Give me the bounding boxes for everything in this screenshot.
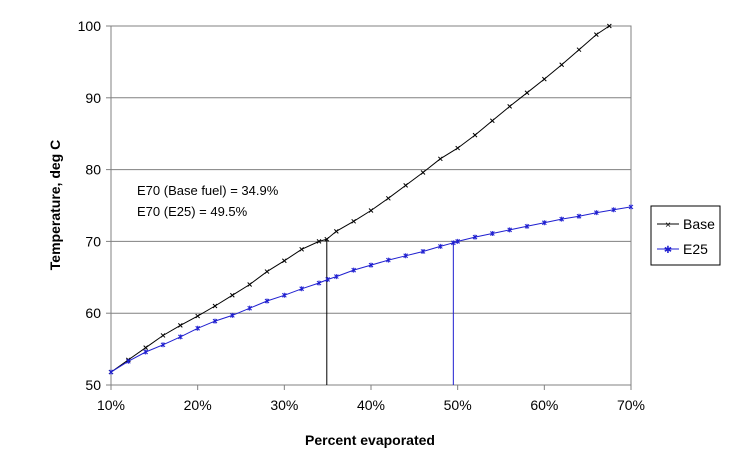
data-point-e25 (325, 276, 331, 282)
data-point-e25 (177, 334, 183, 340)
data-point-e25 (212, 318, 218, 324)
x-axis-title: Percent evaporated (305, 432, 435, 448)
series-e25 (108, 204, 634, 375)
data-point-e25 (316, 280, 322, 286)
data-point-base (437, 156, 443, 162)
x-tick-label: 50% (444, 397, 472, 413)
data-point-base (576, 47, 582, 53)
data-point-base (507, 104, 513, 109)
y-axis-title: Temperature, deg C (47, 140, 63, 270)
data-point-base (316, 239, 322, 244)
data-point-e25 (264, 298, 270, 304)
data-point-e25 (420, 248, 426, 254)
x-axis-ticks: 10% 20% 30% 40% 50% 60% 70% (97, 385, 645, 413)
y-tick-label: 50 (85, 377, 101, 393)
data-point-base (559, 62, 565, 68)
data-point-e25 (524, 223, 530, 229)
y-tick-label: 100 (78, 18, 102, 34)
data-point-base (489, 118, 495, 124)
data-point-e25 (143, 349, 149, 355)
data-point-base (299, 246, 305, 252)
series-layer (108, 23, 634, 375)
data-point-e25 (450, 240, 456, 246)
data-point-base (385, 195, 391, 201)
data-point-base (177, 323, 183, 328)
data-point-e25 (281, 292, 287, 298)
x-tick-label: 70% (617, 397, 645, 413)
data-point-base (524, 90, 530, 96)
data-point-e25 (160, 342, 166, 348)
data-point-base (351, 218, 357, 224)
data-point-base (160, 333, 166, 338)
data-point-e25 (576, 213, 582, 219)
data-point-e25 (541, 220, 547, 226)
data-point-base (368, 208, 374, 213)
data-point-base (229, 292, 235, 298)
y-tick-label: 80 (85, 162, 101, 178)
data-point-base (195, 313, 201, 319)
data-point-e25 (195, 325, 201, 331)
data-point-e25 (403, 253, 409, 259)
data-point-e25 (125, 358, 131, 364)
annotation-e70-base: E70 (Base fuel) = 34.9% (137, 183, 279, 198)
data-point-e25 (108, 369, 114, 375)
data-point-e25 (559, 216, 565, 222)
data-point-e25 (437, 243, 443, 249)
data-point-e25 (368, 262, 374, 268)
legend-marker-e25: ✱ (664, 245, 672, 256)
data-point-e25 (385, 257, 391, 263)
data-point-base (324, 236, 330, 242)
data-point-e25 (611, 207, 617, 213)
reference-lines (326, 239, 454, 385)
data-point-e25 (247, 305, 253, 311)
data-point-base (420, 170, 426, 175)
data-point-e25 (507, 227, 513, 233)
data-point-base (264, 269, 270, 274)
x-tick-label: 40% (357, 397, 385, 413)
data-point-e25 (351, 267, 357, 273)
x-tick-label: 30% (270, 397, 298, 413)
y-tick-label: 70 (85, 233, 101, 249)
data-point-e25 (333, 274, 339, 280)
legend-box (650, 205, 721, 266)
data-point-e25 (229, 312, 235, 318)
data-point-e25 (455, 238, 461, 244)
annotation-e70-e25: E70 (E25) = 49.5% (137, 204, 248, 219)
y-axis-ticks: 50 60 70 80 90 100 (78, 18, 111, 393)
data-point-e25 (299, 286, 305, 292)
data-point-base (333, 228, 339, 234)
y-tick-label: 90 (85, 90, 101, 106)
legend-marker-base: × (665, 220, 671, 231)
data-point-base (593, 32, 599, 37)
legend: × Base ✱ E25 (650, 205, 721, 266)
data-point-base (606, 23, 612, 29)
data-point-e25 (489, 231, 495, 237)
legend-label-base: Base (683, 216, 715, 232)
x-tick-label: 10% (97, 397, 125, 413)
x-tick-label: 60% (530, 397, 558, 413)
x-tick-label: 20% (184, 397, 212, 413)
data-point-base (281, 258, 287, 264)
data-point-base (541, 76, 547, 82)
data-point-base (212, 303, 218, 309)
legend-label-e25: E25 (683, 241, 708, 257)
data-point-e25 (472, 234, 478, 240)
data-point-base (247, 282, 253, 287)
data-point-e25 (593, 210, 599, 216)
data-point-base (403, 183, 409, 188)
y-tick-label: 60 (85, 305, 101, 321)
data-point-base (455, 145, 461, 151)
data-point-base (143, 345, 149, 351)
data-point-e25 (628, 204, 634, 210)
data-point-base (472, 132, 478, 138)
